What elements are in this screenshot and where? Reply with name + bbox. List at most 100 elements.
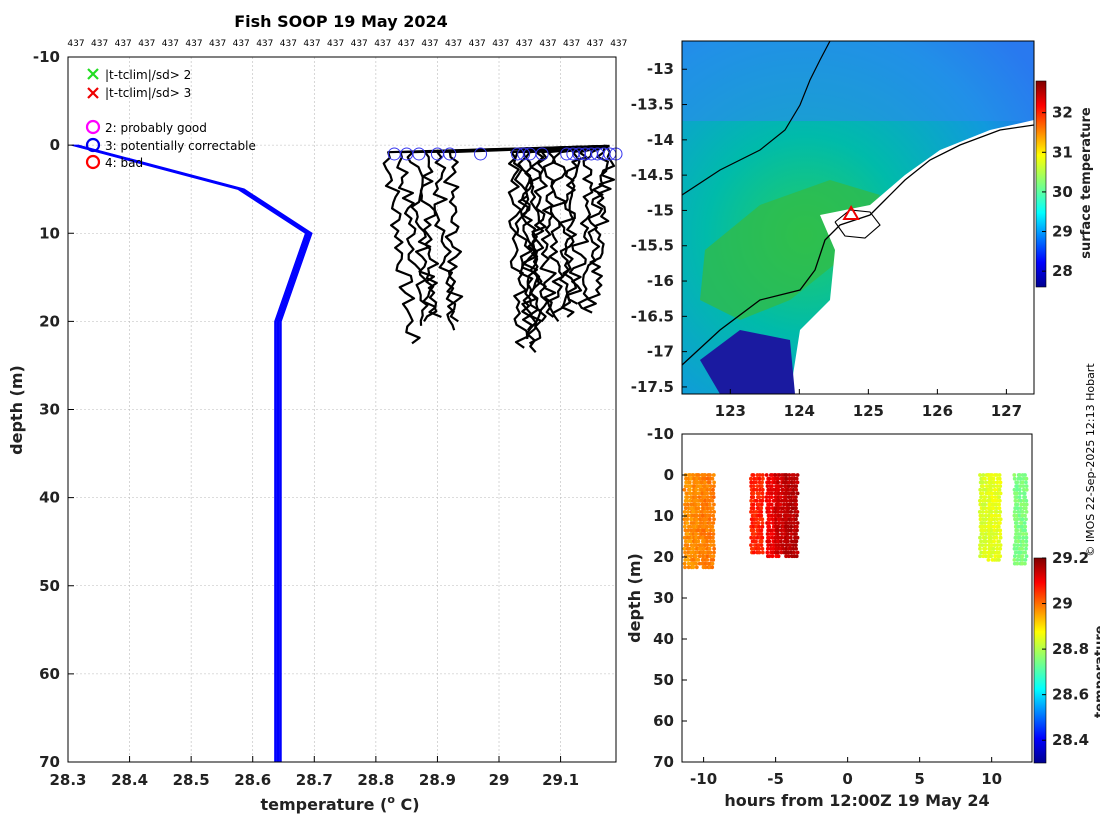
- section-dot: [688, 554, 693, 559]
- section-dot: [757, 473, 762, 477]
- section-dot: [789, 528, 793, 533]
- section-dot: [694, 517, 699, 522]
- section-dot: [989, 524, 994, 529]
- section-dot: [1024, 532, 1029, 536]
- measured-profile: [546, 144, 605, 323]
- section-dot: [756, 521, 761, 525]
- section-dot: [987, 517, 992, 522]
- section-dot: [683, 524, 687, 529]
- section-dot: [989, 535, 993, 540]
- profile-ylabel: depth (m): [7, 365, 26, 455]
- section-dot: [708, 473, 712, 477]
- section-dot: [998, 517, 1003, 522]
- section-dot: [992, 517, 997, 522]
- section-dot: [1013, 524, 1018, 529]
- section-dot: [795, 528, 799, 533]
- section-xlabel: hours from 12:00Z 19 May 24: [724, 791, 989, 810]
- top-count-label: 437: [67, 39, 84, 49]
- section-dot: [1017, 535, 1022, 540]
- section-dot: [978, 498, 982, 503]
- section-dot: [700, 524, 705, 529]
- section-dot: [789, 498, 794, 503]
- section-dot: [795, 535, 800, 540]
- section-dot: [691, 558, 696, 562]
- section-dot: [1023, 550, 1028, 555]
- section-dot: [983, 543, 988, 547]
- section-dot: [994, 502, 999, 507]
- section-dot: [779, 535, 784, 540]
- map-x-tick-label: 124: [784, 402, 815, 420]
- top-count-label: 437: [492, 39, 509, 49]
- section-dot: [710, 561, 715, 566]
- temp-colorbar-label: temperature: [1093, 625, 1100, 718]
- section-dot: [778, 495, 783, 499]
- section-dot: [789, 476, 794, 481]
- measured-profile: [382, 144, 607, 345]
- section-dot: [705, 484, 710, 488]
- section-dot: [784, 498, 789, 503]
- section-dot: [1024, 487, 1029, 492]
- section-dot: [781, 546, 786, 551]
- top-count-label: 437: [374, 39, 391, 49]
- section-dot: [773, 506, 778, 511]
- section-dot: [794, 484, 799, 488]
- section-dot: [694, 491, 698, 496]
- y-tick-label: 40: [39, 489, 60, 507]
- section-dot: [703, 495, 707, 499]
- section-dot: [1014, 539, 1018, 544]
- section-dot: [978, 517, 983, 522]
- section-dot: [983, 502, 987, 507]
- section-dot: [760, 487, 765, 492]
- section-dot: [685, 521, 690, 525]
- section-dot: [981, 532, 986, 536]
- section-dot: [1022, 502, 1026, 507]
- section-dot: [792, 473, 796, 477]
- section-dot: [977, 510, 982, 514]
- legend-label-sd3: |t-tclim|/sd> 3: [105, 86, 191, 100]
- measured-profile: [517, 144, 608, 353]
- section-dot: [1021, 532, 1026, 536]
- section-dot: [1020, 517, 1025, 522]
- section-dot: [795, 550, 800, 555]
- section-dot: [984, 484, 989, 488]
- section-dot: [701, 554, 706, 559]
- section-dot: [686, 565, 691, 570]
- section-dot: [765, 550, 770, 555]
- section-dot: [794, 543, 798, 547]
- section-dot: [794, 539, 799, 544]
- section-dot: [749, 498, 754, 503]
- section-dot: [776, 524, 781, 529]
- section-dot: [693, 532, 698, 536]
- section-dot: [1013, 498, 1018, 503]
- legend-circle-blue: [85, 137, 101, 153]
- section-dot: [690, 513, 695, 518]
- section-dot: [700, 498, 704, 503]
- section-dot: [752, 487, 756, 492]
- section-dot: [1023, 561, 1027, 566]
- section-dot: [994, 535, 999, 540]
- section-dot: [686, 484, 690, 488]
- measured-profile: [539, 144, 610, 318]
- section-dot: [682, 510, 687, 514]
- section-dot: [708, 539, 713, 544]
- section-dot: [699, 521, 703, 525]
- section-dot: [694, 565, 699, 570]
- flag-circle: [443, 147, 457, 161]
- section-dot: [749, 546, 754, 551]
- section-dot: [688, 524, 692, 529]
- section-dot: [759, 502, 764, 507]
- section-dot: [787, 484, 791, 488]
- xlabel-unit: C): [395, 795, 420, 814]
- section-dot: [980, 543, 985, 547]
- section-dot: [791, 487, 796, 492]
- section-dot: [695, 521, 699, 525]
- section-dot: [764, 498, 769, 503]
- section-dot: [778, 502, 783, 507]
- section-x-tick-label: 5: [914, 770, 924, 788]
- section-dot: [792, 480, 797, 485]
- section-dot: [992, 539, 996, 544]
- section-dot: [752, 535, 757, 540]
- section-dot: [1016, 510, 1021, 514]
- section-dot: [995, 484, 1000, 488]
- section-dot: [986, 558, 991, 562]
